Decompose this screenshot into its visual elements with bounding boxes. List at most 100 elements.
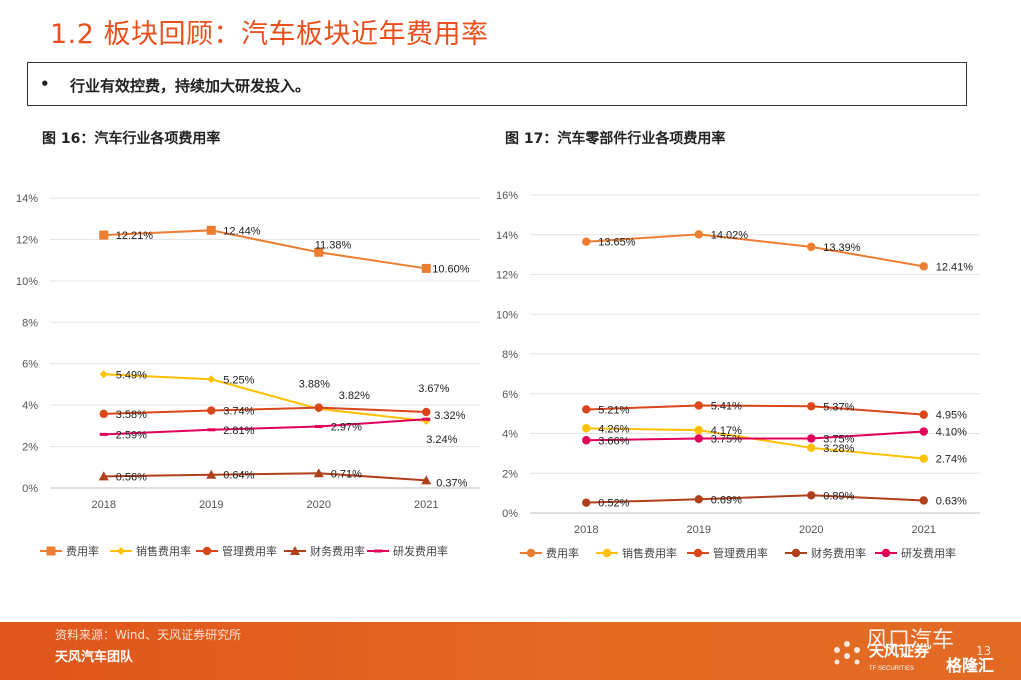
x-tick-label: 2019 xyxy=(199,499,223,511)
x-tick-label: 2021 xyxy=(414,499,438,511)
series-4: 2.59% 2.81% 2.97% 3.32% xyxy=(99,410,466,441)
tf-securities-logo: 天风证券 TF SECURITIES xyxy=(834,641,930,672)
y-tick-label: 10% xyxy=(496,309,518,321)
data-label: 12.21% xyxy=(116,230,154,242)
data-label: 13.65% xyxy=(598,237,636,249)
data-label: 14.02% xyxy=(711,229,749,241)
legend-item: 管理费用率 xyxy=(687,546,768,560)
data-label: 3.88% xyxy=(299,379,330,391)
data-label: 5.49% xyxy=(116,369,147,381)
data-label: 0.89% xyxy=(823,490,854,502)
legend-item: 费用率 xyxy=(520,546,579,560)
series-1: 4.26% 4.17% 3.28% 2.74% xyxy=(582,423,967,466)
y-tick-label: 4% xyxy=(22,400,38,412)
data-label: 2.59% xyxy=(116,429,147,441)
legend-label: 管理费用率 xyxy=(713,546,768,560)
legend-marker xyxy=(117,547,125,555)
data-point xyxy=(582,424,591,433)
data-point xyxy=(694,434,703,443)
legend-label: 费用率 xyxy=(546,546,579,560)
data-label: 4.26% xyxy=(598,423,629,435)
data-label: 3.28% xyxy=(823,443,854,455)
x-tick-label: 2018 xyxy=(574,524,598,536)
data-label: 2.97% xyxy=(331,421,362,433)
x-tick-label: 2020 xyxy=(307,499,331,511)
y-tick-label: 12% xyxy=(496,270,518,282)
legend-marker xyxy=(46,546,56,556)
series-line xyxy=(103,472,427,482)
data-point xyxy=(582,237,591,246)
data-label: 3.58% xyxy=(116,409,147,421)
y-tick-label: 4% xyxy=(502,429,518,441)
data-label: 12.41% xyxy=(936,261,974,273)
data-label: 5.25% xyxy=(223,374,254,386)
data-point xyxy=(582,498,591,507)
data-label: 3.82% xyxy=(339,390,370,402)
series-3: 0.52% 0.69% 0.89% 0.63% xyxy=(582,490,967,510)
data-point xyxy=(919,454,928,463)
chart-auto-industry-expense-ratio: 0% 2% 4% 6% 8% 10% 12% 14% 2018 2019 2020 2021 12.21… xyxy=(16,193,480,558)
data-point xyxy=(99,409,108,419)
data-label: 5.21% xyxy=(598,404,629,416)
data-label: 3.75% xyxy=(711,433,742,445)
legend-marker xyxy=(202,546,212,556)
data-point xyxy=(919,427,928,436)
data-point xyxy=(422,417,431,421)
key-point-text: 行业有效控费，持续加大研发投入。 xyxy=(70,77,311,95)
data-label: 0.37% xyxy=(436,477,467,489)
data-label: 12.44% xyxy=(223,225,261,237)
series-2: 5.21% 5.41% 5.37% 4.95% xyxy=(582,400,967,422)
data-point xyxy=(919,496,928,505)
data-point xyxy=(807,443,816,453)
data-point xyxy=(694,495,703,504)
data-point xyxy=(807,242,816,252)
data-point xyxy=(807,434,816,443)
data-label: 13.39% xyxy=(823,242,861,254)
series-2: 3.58% 3.74% 3.88% 3.67% xyxy=(99,379,450,421)
data-label: 3.66% xyxy=(598,435,629,447)
y-tick-label: 6% xyxy=(22,359,38,371)
y-tick-label: 2% xyxy=(22,442,38,454)
data-point xyxy=(694,230,703,239)
footer-source: 资料来源：Wind、天风证券研究所 xyxy=(55,628,242,642)
y-tick-label: 0% xyxy=(502,508,518,520)
data-label: 4.95% xyxy=(936,410,967,422)
legend-label: 财务费用率 xyxy=(811,546,866,560)
y-tick-label: 8% xyxy=(22,317,38,329)
data-point xyxy=(99,230,109,240)
series-line xyxy=(586,430,924,442)
x-tick-label: 2020 xyxy=(799,524,823,536)
footer-bar: 资料来源：Wind、天风证券研究所 天风汽车团队 天风证券 TF SECURIT… xyxy=(0,622,1021,680)
series-line xyxy=(103,406,427,415)
data-point xyxy=(421,475,432,485)
data-label: 4.17% xyxy=(711,425,742,437)
legend-item: 研发费用率 xyxy=(367,544,448,558)
data-point xyxy=(694,401,703,410)
legend-marker xyxy=(881,548,891,558)
data-point xyxy=(98,471,109,481)
page-number: 13 xyxy=(976,644,992,658)
data-label: 3.24% xyxy=(426,434,457,446)
series-1: 5.49% 5.25% 3.82% 3.24% xyxy=(99,369,458,446)
data-point xyxy=(99,432,108,436)
watermark-text: 风口汽车 xyxy=(866,628,955,653)
y-tick-label: 2% xyxy=(502,468,518,480)
data-point xyxy=(313,468,324,478)
gelonghui-watermark: 格隆汇 xyxy=(946,656,995,675)
data-point xyxy=(582,405,591,414)
data-label: 3.74% xyxy=(223,406,254,418)
legend-label: 销售费用率 xyxy=(136,544,191,558)
legend-label: 研发费用率 xyxy=(901,546,956,560)
legend-label: 销售费用率 xyxy=(622,546,677,560)
series-0: 12.21% 12.44% 11.38% 10.60% xyxy=(99,225,470,275)
y-tick-label: 10% xyxy=(16,276,38,288)
legend-label: 管理费用率 xyxy=(222,544,277,558)
data-point xyxy=(314,424,323,428)
data-label: 11.38% xyxy=(315,239,352,251)
legend-label: 财务费用率 xyxy=(310,544,365,558)
data-point xyxy=(99,370,108,379)
data-label: 3.67% xyxy=(418,383,449,395)
legend-label: 费用率 xyxy=(66,544,99,558)
y-tick-label: 0% xyxy=(22,483,38,495)
brand-en: TF SECURITIES xyxy=(869,666,914,672)
